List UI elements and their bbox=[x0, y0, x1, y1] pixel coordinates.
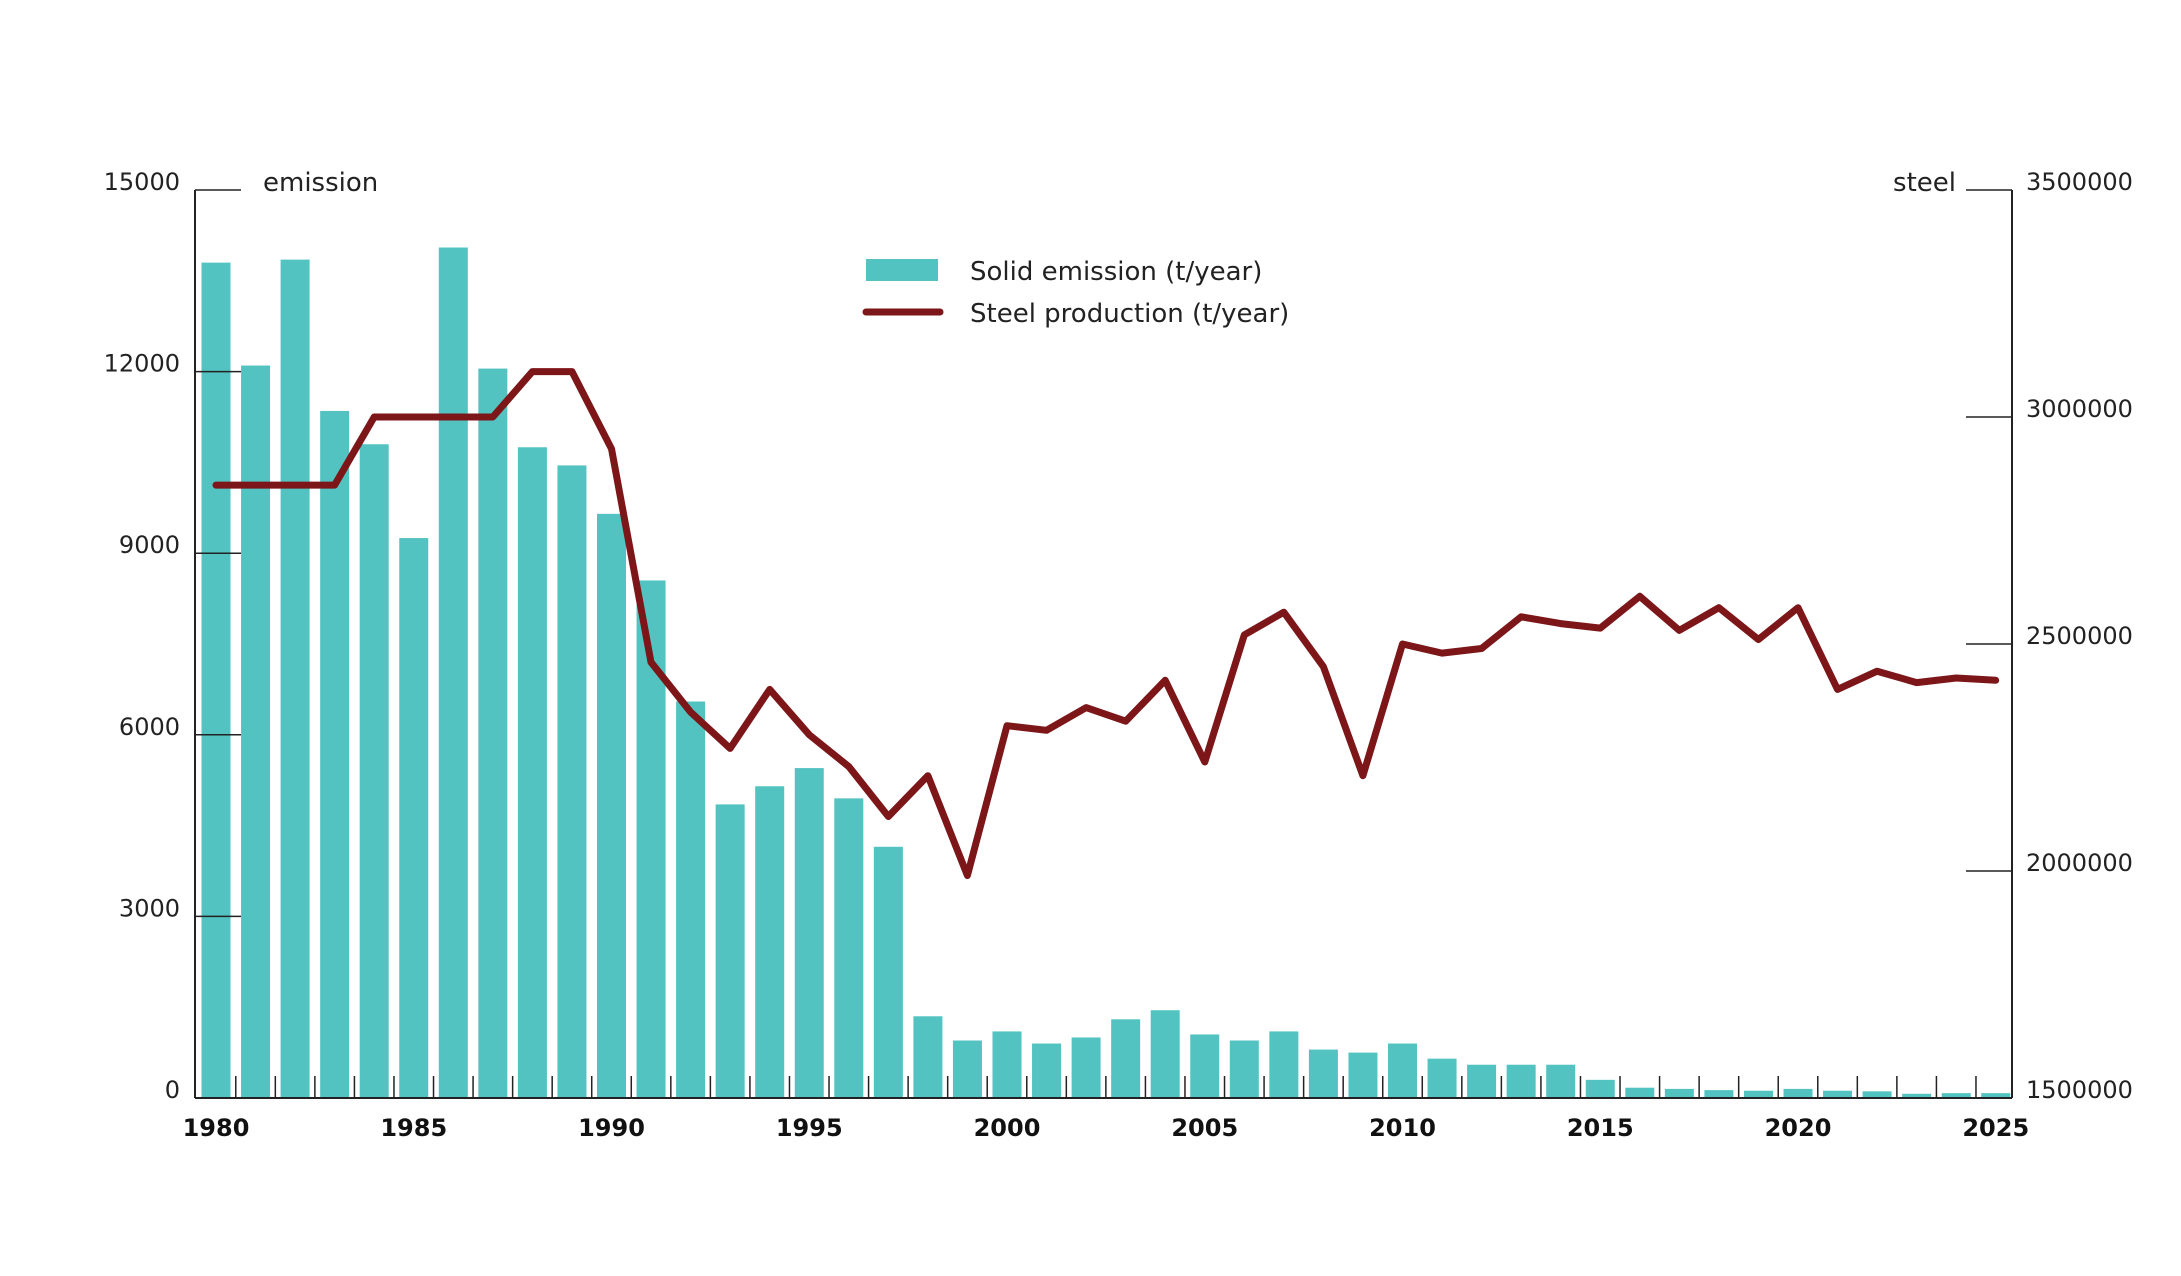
emission-bar-1996 bbox=[834, 798, 864, 1098]
emission-bar-2000 bbox=[992, 1031, 1022, 1098]
emission-bar-2002 bbox=[1071, 1037, 1101, 1098]
emission-bar-2023 bbox=[1902, 1093, 1932, 1098]
emission-bar-1982 bbox=[280, 259, 310, 1098]
x-tick-label-2020: 2020 bbox=[1765, 1114, 1832, 1142]
emission-bar-1985 bbox=[399, 538, 429, 1098]
emission-bar-2022 bbox=[1862, 1091, 1892, 1098]
emission-bar-2017 bbox=[1664, 1088, 1694, 1098]
emission-bar-2024 bbox=[1941, 1093, 1971, 1098]
right-tick-label: 1500000 bbox=[2026, 1076, 2133, 1104]
legend-label-steel: Steel production (t/year) bbox=[970, 299, 1289, 329]
x-tick-label-1995: 1995 bbox=[776, 1114, 843, 1142]
emission-bar-2010 bbox=[1388, 1043, 1417, 1098]
emission-bar-2015 bbox=[1585, 1079, 1615, 1098]
right-axis-title: steel bbox=[1893, 168, 1956, 198]
left-tick-label: 3000 bbox=[119, 894, 180, 922]
emission-bar-1987 bbox=[478, 368, 508, 1098]
x-tick-label-2015: 2015 bbox=[1567, 1114, 1634, 1142]
legend: Solid emission (t/year) Steel production… bbox=[862, 257, 1289, 329]
emission-bar-2011 bbox=[1427, 1058, 1457, 1098]
right-tick-label: 2000000 bbox=[2026, 849, 2133, 877]
emission-bar-2018 bbox=[1704, 1090, 1734, 1098]
x-tick-label-2010: 2010 bbox=[1369, 1114, 1436, 1142]
emission-bar-2004 bbox=[1150, 1010, 1180, 1098]
x-tick-label-1990: 1990 bbox=[578, 1114, 645, 1142]
x-tick-label-1985: 1985 bbox=[380, 1114, 447, 1142]
steel-production-line bbox=[212, 368, 2000, 879]
right-tick-label: 2500000 bbox=[2026, 622, 2133, 650]
emission-bar-1988 bbox=[517, 447, 547, 1098]
emission-bar-2019 bbox=[1743, 1090, 1773, 1098]
emission-bar-2025 bbox=[1981, 1093, 2011, 1098]
emission-bar-2007 bbox=[1269, 1031, 1299, 1098]
x-tick-label-2025: 2025 bbox=[1962, 1114, 2029, 1142]
emission-bar-2003 bbox=[1111, 1019, 1141, 1098]
emission-bar-1989 bbox=[557, 465, 587, 1099]
emission-bar-2005 bbox=[1190, 1034, 1220, 1098]
emission-bars bbox=[201, 247, 2011, 1099]
emission-bar-2009 bbox=[1348, 1052, 1378, 1098]
emission-bar-2021 bbox=[1823, 1090, 1853, 1098]
x-tick-label-1980: 1980 bbox=[183, 1114, 250, 1142]
emission-bar-2006 bbox=[1229, 1040, 1259, 1098]
emission-bar-2012 bbox=[1467, 1064, 1497, 1098]
emission-bar-1983 bbox=[320, 410, 350, 1098]
emission-bar-1995 bbox=[794, 768, 824, 1098]
left-tick-label: 9000 bbox=[119, 531, 180, 559]
emission-bar-1993 bbox=[715, 804, 745, 1098]
emission-bar-1986 bbox=[438, 247, 468, 1099]
emission-bar-1999 bbox=[952, 1040, 982, 1098]
right-tick-label: 3000000 bbox=[2026, 395, 2133, 423]
left-tick-label: 12000 bbox=[104, 350, 180, 378]
emission-bar-2008 bbox=[1308, 1049, 1338, 1098]
left-tick-label: 15000 bbox=[104, 168, 180, 196]
right-axis-ticks: 1500000 2000000 2500000 3000000 3500000 bbox=[1966, 168, 2133, 1104]
x-tick-label-2005: 2005 bbox=[1171, 1114, 1238, 1142]
emission-bar-2014 bbox=[1546, 1064, 1576, 1098]
emission-bar-2013 bbox=[1506, 1064, 1536, 1098]
emission-bar-1980 bbox=[201, 262, 231, 1098]
x-ticks: 1980 1985 1990 1995 2000 2005 2010 2015 2020 2025 bbox=[183, 1076, 2029, 1142]
emission-bar-1990 bbox=[597, 513, 626, 1098]
x-tick-label-2000: 2000 bbox=[974, 1114, 1041, 1142]
emission-bar-1998 bbox=[913, 1016, 943, 1098]
emission-bar-1992 bbox=[676, 701, 706, 1098]
left-axis-title: emission bbox=[263, 168, 378, 198]
right-tick-label: 3500000 bbox=[2026, 168, 2133, 196]
emission-bar-1997 bbox=[873, 846, 903, 1098]
left-axis-ticks: 0 3000 6000 9000 12000 15000 bbox=[104, 168, 241, 1104]
emission-bar-2020 bbox=[1783, 1088, 1813, 1098]
emission-bar-2001 bbox=[1032, 1043, 1062, 1098]
emission-bar-2016 bbox=[1625, 1087, 1655, 1098]
emission-bar-1994 bbox=[755, 786, 785, 1098]
emission-bar-1981 bbox=[241, 365, 271, 1099]
left-tick-label: 0 bbox=[165, 1076, 180, 1104]
emission-bar-1984 bbox=[359, 444, 389, 1098]
legend-label-emission: Solid emission (t/year) bbox=[970, 257, 1262, 287]
left-tick-label: 6000 bbox=[119, 713, 180, 741]
legend-swatch-emission bbox=[866, 259, 938, 281]
